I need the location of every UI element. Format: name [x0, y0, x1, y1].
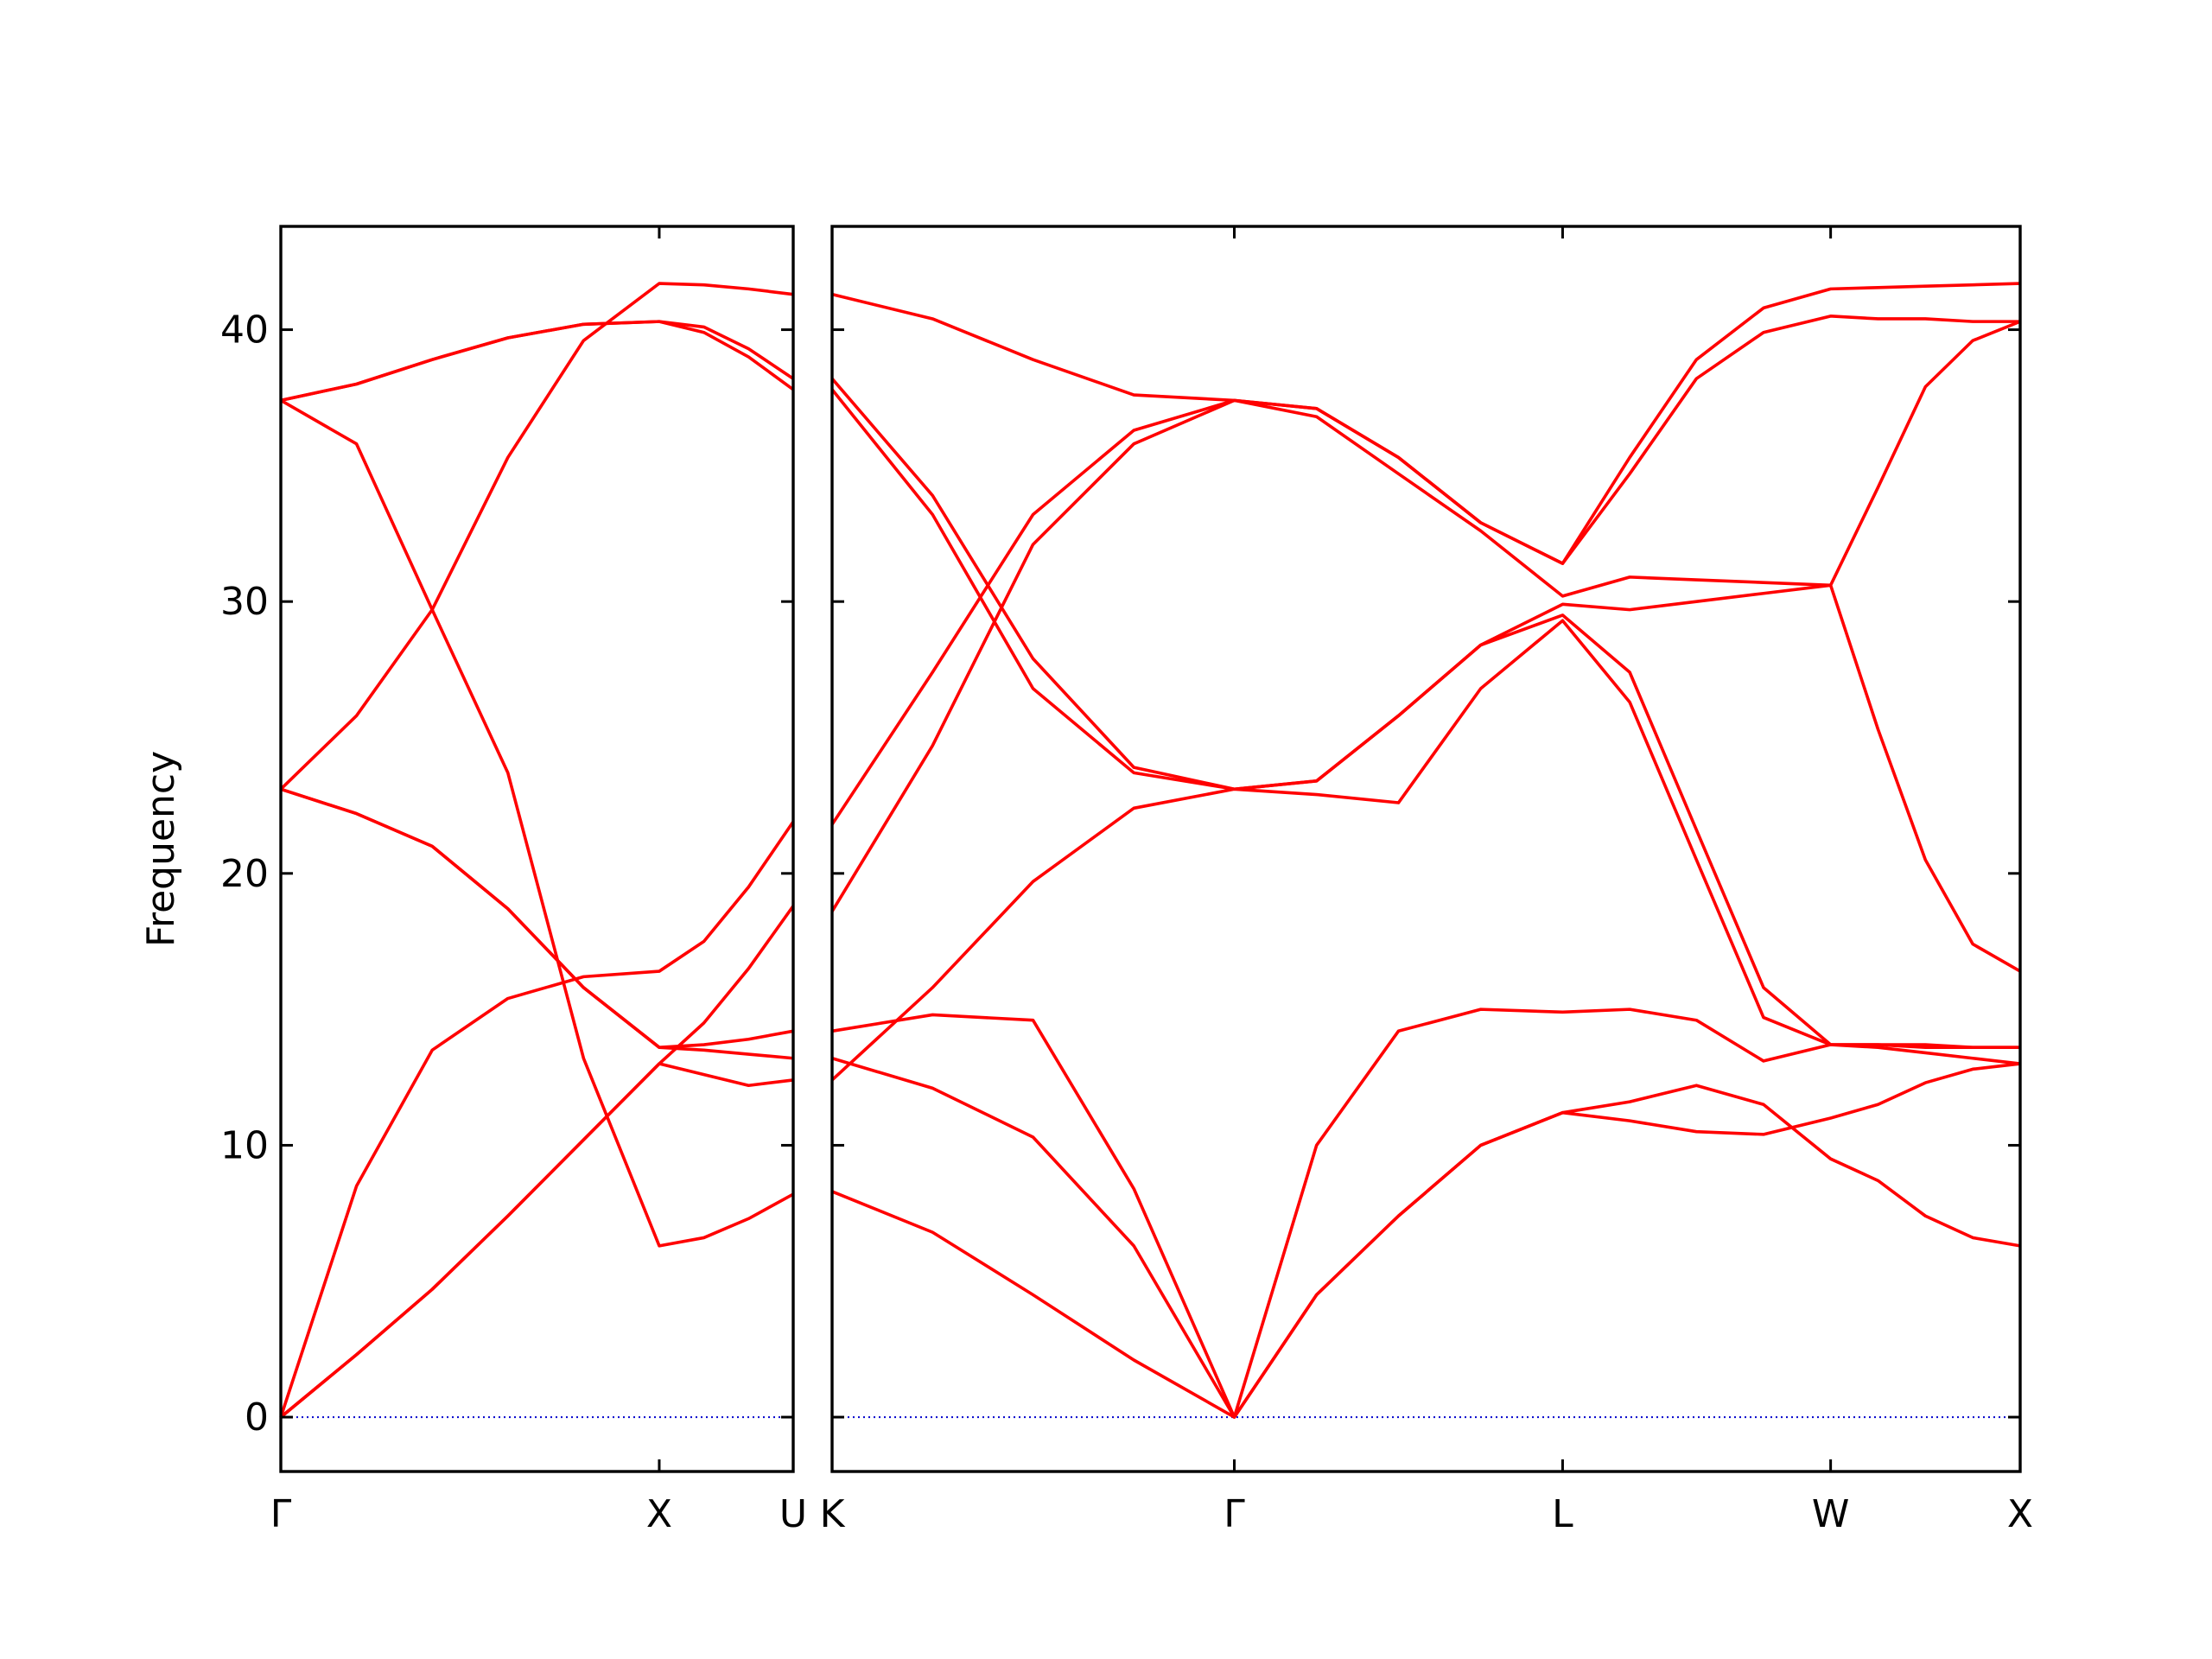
band-line [280, 787, 794, 1060]
band-line [279, 821, 795, 1418]
band-line [830, 315, 2020, 826]
axes-frame [279, 225, 795, 1473]
y-tick-label: 40 [220, 308, 269, 353]
x-tick-label: L [1552, 1492, 1573, 1536]
x-tick-label: Γ [1224, 1492, 1245, 1536]
band-line [279, 905, 795, 1419]
y-axis-label: Frequency [139, 751, 183, 947]
y-tick-label: 10 [220, 1123, 269, 1167]
band-line [279, 1062, 794, 1419]
band-line [280, 320, 795, 403]
band-line [831, 1084, 2021, 1419]
band-line [279, 282, 794, 791]
y-tick-label: 30 [220, 580, 269, 624]
axes-frame [830, 225, 2022, 1473]
x-tick-label: U [779, 1492, 807, 1536]
x-tick-label: W [1812, 1492, 1850, 1536]
band-line [830, 320, 2021, 912]
x-tick-label: X [2007, 1492, 2033, 1536]
band-line [831, 282, 2021, 565]
band-line [830, 378, 2021, 973]
band-line [280, 398, 794, 1248]
x-tick-label: K [820, 1492, 846, 1536]
band-line [831, 1007, 2020, 1419]
y-tick-label: 0 [245, 1395, 269, 1440]
x-tick-label: X [646, 1492, 672, 1536]
band-line [831, 1057, 2021, 1419]
panel: 0 10 20 30 40 Γ X U Frequency [139, 225, 807, 1536]
band-line [830, 619, 2021, 1082]
band-line [830, 388, 2020, 1049]
y-tick-label: 20 [220, 852, 269, 896]
x-tick-label: Γ [270, 1492, 292, 1536]
